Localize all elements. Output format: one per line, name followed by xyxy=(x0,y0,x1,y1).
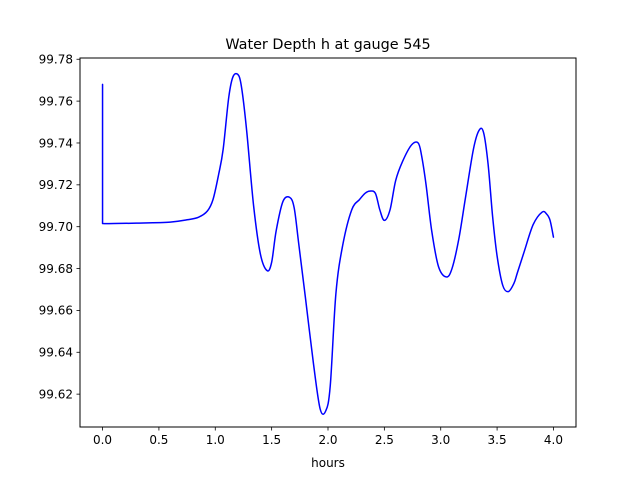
x-axis-ticks: 0.0 0.5 1.0 1.5 2.0 2.5 3.0 3.5 4.0 xyxy=(93,427,563,447)
y-tick-label: 99.70 xyxy=(39,220,73,234)
x-tick-label: 1.5 xyxy=(262,433,281,447)
y-tick-label: 99.78 xyxy=(39,53,73,67)
y-axis-ticks: 99.62 99.64 99.66 99.68 99.70 99.72 99.74 99.76… xyxy=(39,53,80,401)
y-tick-label: 99.76 xyxy=(39,94,73,108)
x-axis-label: hours xyxy=(311,456,345,470)
chart-title: Water Depth h at gauge 545 xyxy=(225,37,430,53)
x-tick-label: 0.0 xyxy=(93,433,112,447)
y-tick-label: 99.62 xyxy=(39,387,73,401)
water-depth-line xyxy=(101,72,555,416)
y-tick-label: 99.66 xyxy=(39,304,73,318)
x-tick-label: 1.0 xyxy=(206,433,225,447)
x-tick-label: 2.0 xyxy=(318,433,337,447)
y-tick-label: 99.68 xyxy=(39,262,73,276)
x-tick-label: 0.5 xyxy=(149,433,168,447)
x-tick-label: 3.0 xyxy=(431,433,450,447)
x-tick-label: 4.0 xyxy=(544,433,563,447)
y-tick-label: 99.64 xyxy=(39,346,73,360)
y-tick-label: 99.74 xyxy=(39,136,73,150)
x-tick-label: 2.5 xyxy=(375,433,394,447)
y-tick-label: 99.72 xyxy=(39,178,73,192)
x-tick-label: 3.5 xyxy=(488,433,507,447)
plot-area-frame xyxy=(79,57,577,428)
